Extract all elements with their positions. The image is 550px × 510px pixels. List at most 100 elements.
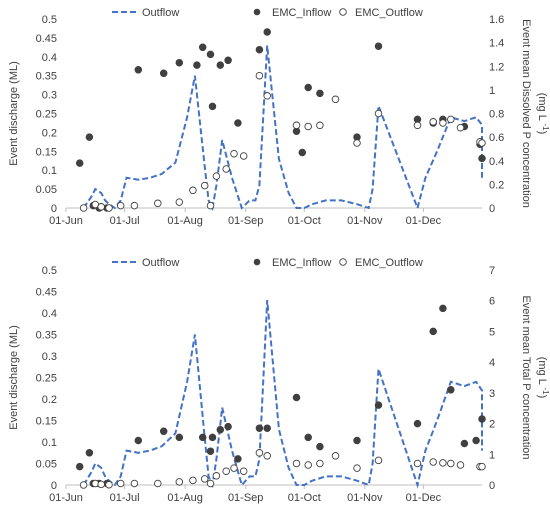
series-outflow [82, 300, 483, 489]
emc-inflow-point [263, 424, 271, 432]
emc-outflow-point [429, 118, 437, 126]
legend: Outflow EMC_Inflow EMC_Outflow [112, 257, 423, 269]
legend-inflow-swatch [253, 258, 261, 266]
emc-inflow-point [85, 133, 94, 141]
y-axis-title: Event discharge (ML) [8, 325, 20, 430]
y-tick-label: 0.4 [42, 308, 57, 320]
emc-inflow-point [175, 433, 184, 442]
emc-inflow-point [208, 433, 217, 442]
emc-outflow-point [478, 139, 486, 147]
emc-outflow-point [222, 165, 230, 173]
y2-tick-label: 1 [489, 85, 495, 97]
emc-inflow-point [206, 50, 215, 59]
emc-inflow-point [263, 28, 271, 36]
series-emc-inflow [75, 28, 486, 212]
y2-tick-label: 0.8 [489, 109, 504, 121]
emc-inflow-point [447, 386, 455, 394]
x-tick-label: 01-Jun [49, 215, 83, 227]
y-tick-label: 0.45 [36, 287, 57, 299]
emc-outflow-point [230, 464, 238, 472]
emc-outflow-point [189, 186, 197, 195]
y2-tick-label: 1 [489, 449, 495, 461]
emc-inflow-point [298, 148, 307, 157]
emc-outflow-point [429, 458, 437, 466]
y-tick-label: 0.2 [42, 394, 57, 406]
y2-tick-label: 1.2 [489, 61, 504, 73]
emc-outflow-point [456, 461, 465, 469]
emc-inflow-point [216, 425, 225, 434]
y2-axis-title: Event mean Dissolved P concentration [520, 19, 532, 208]
emc-inflow-point [374, 401, 383, 409]
emc-outflow-point [130, 479, 139, 488]
emc-inflow-point [478, 415, 486, 423]
emc-outflow-point [331, 95, 340, 104]
emc-outflow-point [413, 459, 422, 468]
emc-outflow-point [263, 452, 271, 460]
emc-inflow-point [255, 424, 264, 432]
emc-inflow-point [478, 154, 486, 163]
emc-outflow-point [447, 459, 455, 468]
series-emc-inflow [75, 304, 486, 488]
x-tick-label: 01-Dec [406, 492, 442, 504]
y2-unit-suffix: ) [536, 395, 548, 399]
legend-outflow-emc-label: EMC_Outflow [355, 257, 423, 269]
emc-outflow-point [304, 461, 312, 469]
y-tick-label: 0 [51, 480, 57, 492]
emc-outflow-point [212, 172, 221, 180]
emc-outflow-point [478, 462, 486, 471]
emc-outflow-point [353, 139, 361, 147]
series-emc-outflow [79, 71, 486, 212]
emc-outflow-point [175, 198, 184, 206]
emc-outflow-point [230, 149, 238, 158]
emc-outflow-point [79, 204, 88, 212]
emc-outflow-point [374, 456, 383, 465]
x-tick-label: 01-Nov [347, 215, 383, 227]
x-tick-label: 01-Aug [167, 215, 202, 227]
y2-tick-label: 1.4 [489, 38, 504, 50]
emc-outflow-point [175, 478, 184, 486]
emc-outflow-point [292, 459, 301, 468]
y2-tick-label: 5 [489, 326, 495, 338]
emc-inflow-point [304, 83, 312, 92]
x-tick-label: 01-Nov [347, 492, 383, 504]
x-tick-label: 01-Dec [406, 215, 442, 227]
y-tick-label: 0.05 [36, 459, 57, 471]
emc-inflow-point [224, 422, 232, 431]
y-tick-label: 0.5 [42, 14, 57, 26]
y-tick-label: 0.3 [42, 351, 57, 363]
legend-outflow-label: Outflow [142, 257, 179, 269]
y2-unit-superscript: -1 [541, 123, 550, 131]
emc-outflow-point [331, 452, 340, 460]
emc-inflow-point [85, 449, 94, 457]
emc-inflow-point [316, 89, 324, 98]
emc-outflow-point [206, 201, 215, 210]
x-tick-label: 01-Sep [228, 215, 263, 227]
emc-outflow-point [97, 203, 105, 211]
emc-outflow-point [316, 459, 324, 468]
emc-outflow-point [154, 199, 162, 208]
y2-tick-label: 7 [489, 265, 495, 277]
emc-inflow-point [374, 42, 383, 50]
legend-outflow-emc-swatch [339, 258, 347, 266]
y-tick-label: 0.1 [42, 165, 57, 177]
emc-inflow-point [193, 61, 201, 69]
emc-inflow-point [439, 304, 447, 313]
y2-unit-prefix: (mg L [536, 357, 548, 388]
emc-inflow-point [316, 442, 324, 451]
emc-outflow-point [79, 481, 88, 489]
y-tick-label: 0.05 [36, 184, 57, 196]
x-tick-label: 01-Jun [49, 492, 83, 504]
emc-inflow-point [198, 43, 207, 52]
legend-outflow-label: Outflow [142, 7, 179, 19]
legend-inflow-label: EMC_Inflow [272, 7, 331, 19]
emc-inflow-point [159, 427, 168, 436]
emc-inflow-point [159, 69, 168, 78]
emc-inflow-point [429, 327, 437, 336]
chart-1: 01-Jun 01-Jul 01-Aug 01-Sep 01-Oct 01-Nov 01-D… [8, 7, 550, 227]
legend-outflow-emc-label: EMC_Outflow [355, 7, 423, 19]
emc-outflow-point [304, 122, 312, 131]
emc-inflow-point [353, 436, 361, 445]
legend-inflow-swatch [253, 8, 261, 16]
series-emc-outflow [79, 449, 486, 489]
